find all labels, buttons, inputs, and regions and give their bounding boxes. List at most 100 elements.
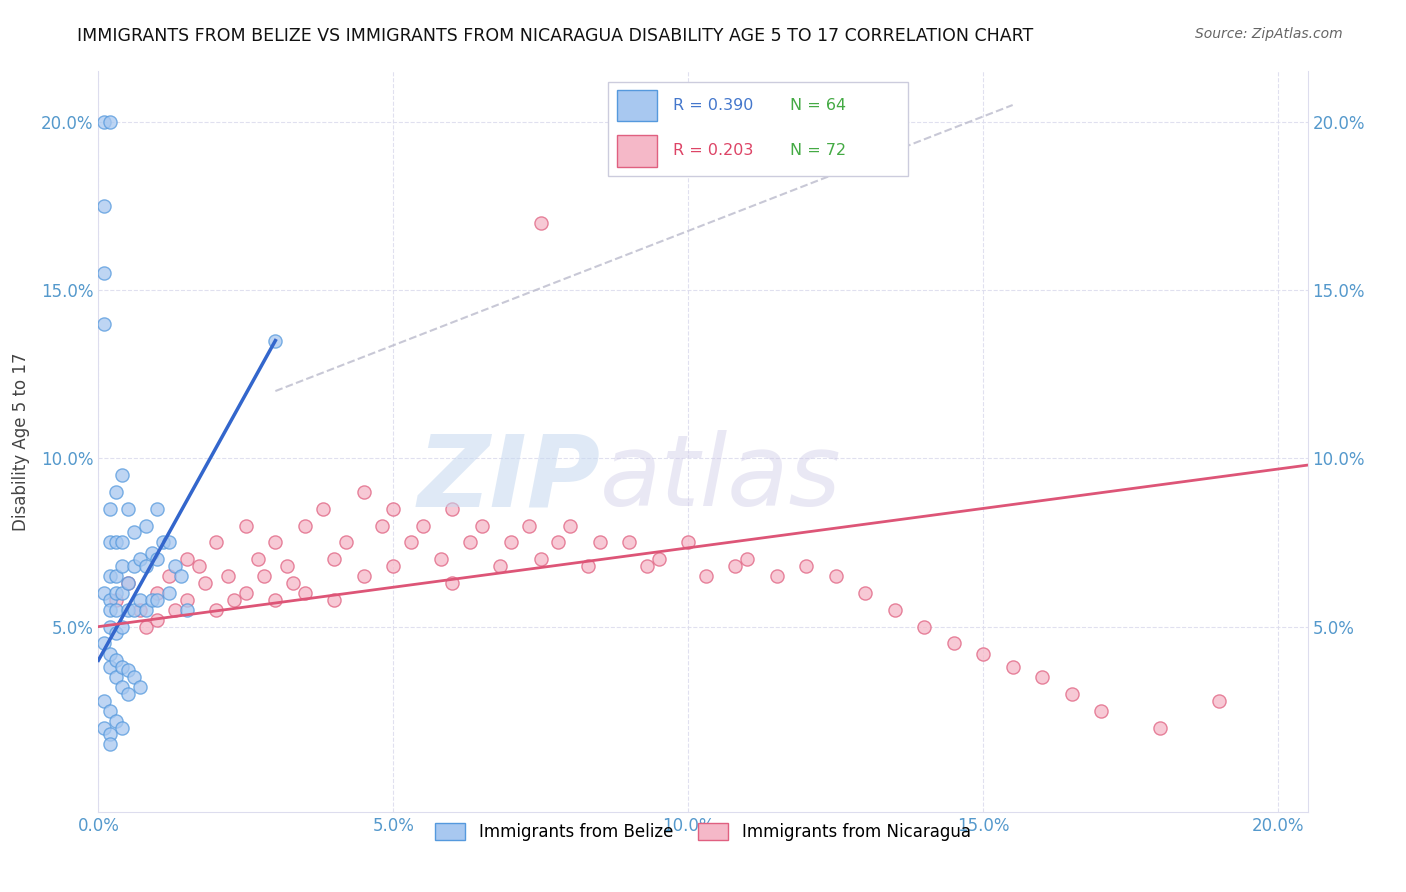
Point <box>128 552 150 566</box>
Point <box>111 586 134 600</box>
Point <box>105 603 128 617</box>
Point <box>98 704 121 718</box>
Point <box>323 592 346 607</box>
Point <box>576 559 599 574</box>
Point <box>93 317 115 331</box>
Point <box>335 535 357 549</box>
Point <box>93 694 115 708</box>
Point <box>252 569 274 583</box>
Point <box>294 586 316 600</box>
Point <box>98 647 121 661</box>
Text: R = 0.390: R = 0.390 <box>672 98 754 113</box>
Point <box>122 603 145 617</box>
Point <box>93 586 115 600</box>
Point <box>111 680 134 694</box>
Point <box>105 626 128 640</box>
Point <box>235 518 257 533</box>
Point <box>353 569 375 583</box>
Point <box>98 603 121 617</box>
Point <box>1031 670 1053 684</box>
Point <box>93 266 115 280</box>
Point <box>323 552 346 566</box>
Point <box>117 501 139 516</box>
Point <box>972 647 994 661</box>
Point <box>105 653 128 667</box>
Point <box>382 559 405 574</box>
Point <box>141 546 163 560</box>
Point <box>128 603 150 617</box>
Point <box>93 199 115 213</box>
Point <box>111 619 134 633</box>
Point <box>678 535 700 549</box>
Point <box>105 670 128 684</box>
Point <box>441 575 464 590</box>
Y-axis label: Disability Age 5 to 17: Disability Age 5 to 17 <box>11 352 30 531</box>
Point <box>648 552 671 566</box>
Point <box>93 115 115 129</box>
Point <box>128 680 150 694</box>
Point <box>141 592 163 607</box>
Bar <box>617 90 657 121</box>
Point <box>146 501 169 516</box>
Point <box>135 619 157 633</box>
Point <box>1090 704 1112 718</box>
Legend: Immigrants from Belize, Immigrants from Nicaragua: Immigrants from Belize, Immigrants from … <box>429 816 977 847</box>
Point <box>399 535 422 549</box>
Text: ZIP: ZIP <box>418 430 600 527</box>
Point <box>912 619 935 633</box>
Point <box>176 592 198 607</box>
Point <box>157 569 180 583</box>
Point <box>547 535 569 549</box>
Point <box>165 559 187 574</box>
Point <box>560 518 582 533</box>
Point <box>135 603 157 617</box>
Point <box>146 552 169 566</box>
Point <box>264 334 287 348</box>
Point <box>98 619 121 633</box>
Point <box>530 216 553 230</box>
Point <box>853 586 876 600</box>
Point <box>135 559 157 574</box>
Point <box>105 569 128 583</box>
Point <box>111 468 134 483</box>
Point <box>353 485 375 500</box>
Point <box>152 535 174 549</box>
Point <box>98 660 121 674</box>
Point <box>117 575 139 590</box>
Point <box>98 569 121 583</box>
Point <box>98 115 121 129</box>
Point <box>176 603 198 617</box>
Point <box>883 603 905 617</box>
Point <box>187 559 209 574</box>
Point <box>281 575 304 590</box>
Point <box>264 535 287 549</box>
Point <box>98 727 121 741</box>
Text: N = 64: N = 64 <box>790 98 846 113</box>
Point <box>205 535 228 549</box>
Bar <box>617 136 657 167</box>
Point <box>488 559 510 574</box>
Point <box>429 552 451 566</box>
Point <box>122 670 145 684</box>
Text: R = 0.203: R = 0.203 <box>672 144 754 159</box>
Point <box>735 552 758 566</box>
Point <box>311 501 333 516</box>
Point <box>111 559 134 574</box>
Point <box>695 569 717 583</box>
Point <box>471 518 494 533</box>
Point <box>117 664 139 678</box>
Point <box>942 636 965 650</box>
Point <box>105 586 128 600</box>
FancyBboxPatch shape <box>607 82 908 177</box>
Point <box>205 603 228 617</box>
Point <box>146 592 169 607</box>
Point <box>589 535 612 549</box>
Point <box>194 575 217 590</box>
Point <box>135 518 157 533</box>
Point <box>98 738 121 752</box>
Point <box>501 535 523 549</box>
Point <box>441 501 464 516</box>
Point <box>382 501 405 516</box>
Point <box>165 603 187 617</box>
Point <box>170 569 193 583</box>
